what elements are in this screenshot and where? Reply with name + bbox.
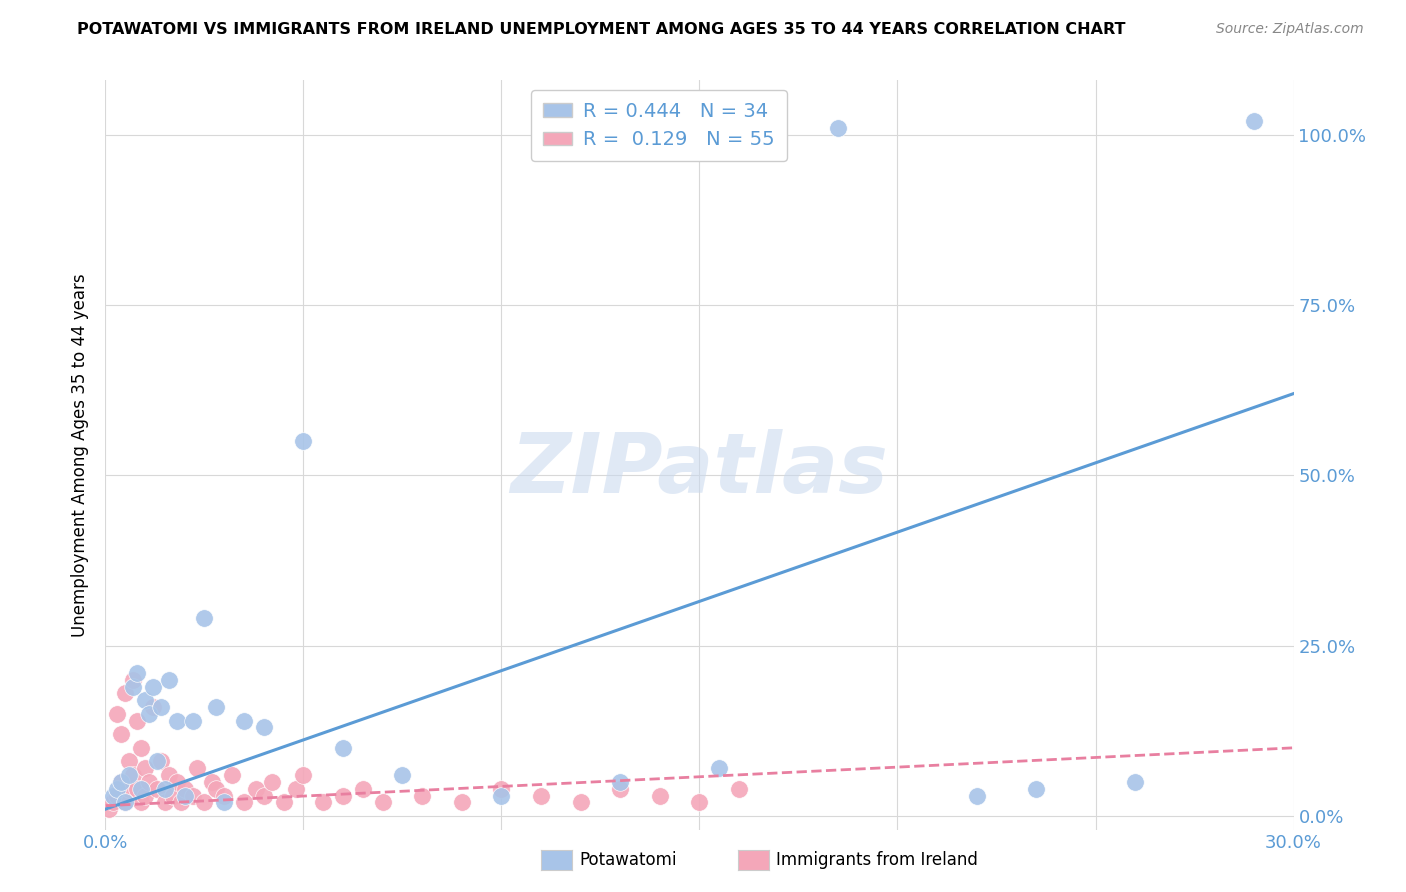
Point [292, 434, 315, 449]
Point [138, 775, 160, 789]
Point [122, 680, 145, 694]
Point [214, 795, 236, 809]
Point [1123, 775, 1146, 789]
Point [689, 795, 711, 809]
Point [105, 781, 128, 796]
Point [332, 789, 354, 803]
Text: Immigrants from Ireland: Immigrants from Ireland [776, 851, 979, 869]
Point [221, 768, 243, 782]
Point [273, 795, 295, 809]
Point [103, 789, 125, 803]
Point [170, 795, 193, 809]
Point [827, 120, 849, 135]
Point [146, 755, 169, 769]
Point [193, 611, 215, 625]
Point [114, 795, 136, 809]
Point [122, 768, 145, 782]
Point [530, 789, 553, 803]
Point [569, 795, 592, 809]
Point [127, 714, 149, 728]
Point [103, 795, 125, 809]
Point [134, 789, 156, 803]
Point [118, 768, 141, 782]
Text: POTAWATOMI VS IMMIGRANTS FROM IRELAND UNEMPLOYMENT AMONG AGES 35 TO 44 YEARS COR: POTAWATOMI VS IMMIGRANTS FROM IRELAND UN… [77, 22, 1126, 37]
Point [153, 795, 176, 809]
Point [260, 775, 283, 789]
Text: Potawatomi: Potawatomi [579, 851, 676, 869]
Point [134, 693, 156, 707]
Point [118, 755, 141, 769]
Point [233, 795, 256, 809]
Point [284, 781, 307, 796]
Point [173, 781, 195, 796]
Point [127, 665, 149, 680]
Point [201, 775, 224, 789]
Point [253, 789, 276, 803]
Point [138, 706, 160, 721]
Point [110, 775, 132, 789]
Point [166, 775, 188, 789]
Point [173, 789, 195, 803]
Point [233, 714, 256, 728]
Point [142, 700, 165, 714]
Point [129, 795, 152, 809]
Point [127, 781, 149, 796]
Text: ZIPatlas: ZIPatlas [510, 429, 889, 510]
Point [105, 706, 128, 721]
Point [312, 795, 335, 809]
Point [114, 686, 136, 700]
Point [728, 781, 751, 796]
Point [114, 795, 136, 809]
Point [153, 781, 176, 796]
Point [332, 740, 354, 755]
Point [166, 714, 188, 728]
Point [609, 781, 631, 796]
Point [292, 768, 315, 782]
Point [193, 795, 215, 809]
Y-axis label: Unemployment Among Ages 35 to 44 years: Unemployment Among Ages 35 to 44 years [72, 273, 90, 637]
Point [134, 761, 156, 775]
Point [491, 781, 513, 796]
Point [110, 775, 132, 789]
Point [1243, 114, 1265, 128]
Point [142, 680, 165, 694]
Point [709, 761, 731, 775]
Point [450, 795, 472, 809]
Point [245, 781, 267, 796]
Point [391, 768, 413, 782]
Text: Source: ZipAtlas.com: Source: ZipAtlas.com [1216, 22, 1364, 37]
Point [122, 673, 145, 687]
Point [181, 789, 204, 803]
Point [491, 789, 513, 803]
Point [129, 740, 152, 755]
Point [181, 714, 204, 728]
Point [110, 727, 132, 741]
Point [157, 768, 180, 782]
Point [609, 775, 631, 789]
Point [205, 781, 228, 796]
Point [98, 802, 121, 816]
Point [371, 795, 394, 809]
Point [149, 700, 172, 714]
Point [157, 673, 180, 687]
Point [214, 789, 236, 803]
Point [162, 789, 184, 803]
Point [118, 781, 141, 796]
Point [105, 789, 128, 803]
Point [648, 789, 671, 803]
Point [1025, 781, 1047, 796]
Point [352, 781, 374, 796]
Point [129, 781, 152, 796]
Point [186, 761, 208, 775]
Point [411, 789, 433, 803]
Point [149, 755, 172, 769]
Point [966, 789, 988, 803]
Point [253, 720, 276, 734]
Point [205, 700, 228, 714]
Legend: R = 0.444   N = 34, R =  0.129   N = 55: R = 0.444 N = 34, R = 0.129 N = 55 [531, 90, 787, 161]
Point [146, 781, 169, 796]
